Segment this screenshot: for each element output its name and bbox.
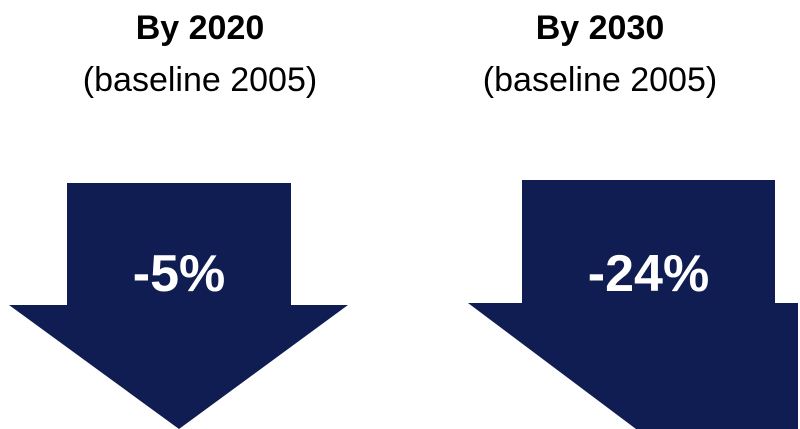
down-arrow-icon bbox=[468, 180, 798, 429]
down-arrow-shape bbox=[468, 180, 798, 429]
target-panel-2030: By 2030 (baseline 2005) -24% bbox=[400, 0, 800, 429]
reduction-value: -24% bbox=[587, 245, 710, 303]
down-arrow-icon bbox=[9, 183, 348, 429]
target-panel-2020: By 2020 (baseline 2005) -5% bbox=[9, 9, 348, 429]
down-arrow-shape bbox=[9, 183, 348, 429]
panel-subheading: (baseline 2005) bbox=[82, 61, 318, 99]
reduction-value: -5% bbox=[132, 245, 226, 303]
panel-subheading: (baseline 2005) bbox=[482, 61, 718, 99]
panel-heading: By 2020 bbox=[135, 9, 265, 47]
panel-heading: By 2030 bbox=[535, 9, 665, 47]
